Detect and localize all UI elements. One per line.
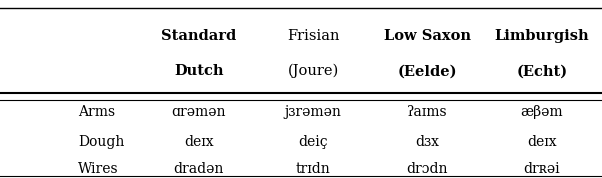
Text: deɪx: deɪx [527,135,557,149]
Text: jɜrəmən: jɜrəmən [285,105,341,119]
Text: Arms: Arms [78,105,116,119]
Text: dɜx: dɜx [415,135,439,149]
Text: (Eelde): (Eelde) [398,64,457,78]
Text: ɑrəmən: ɑrəmən [172,105,226,119]
Text: Standard: Standard [161,29,236,43]
Text: Limburgish: Limburgish [494,29,589,43]
Text: (Joure): (Joure) [287,64,339,78]
Text: Dutch: Dutch [174,64,223,78]
Text: Frisian: Frisian [287,29,340,43]
Text: ʔaɪms: ʔaɪms [407,105,448,119]
Text: deɪx: deɪx [184,135,214,149]
Text: Low Saxon: Low Saxon [384,29,471,43]
Text: dradən: dradən [173,162,224,176]
Text: deiç: deiç [298,135,328,149]
Text: drʀəi: drʀəi [524,162,560,176]
Text: drɔdn: drɔdn [407,162,448,176]
Text: trɪdn: trɪdn [296,162,330,176]
Text: Dough: Dough [78,135,125,149]
Text: (Echt): (Echt) [517,64,567,78]
Text: æβəm: æβəm [521,105,563,119]
Text: Wires: Wires [78,162,119,176]
